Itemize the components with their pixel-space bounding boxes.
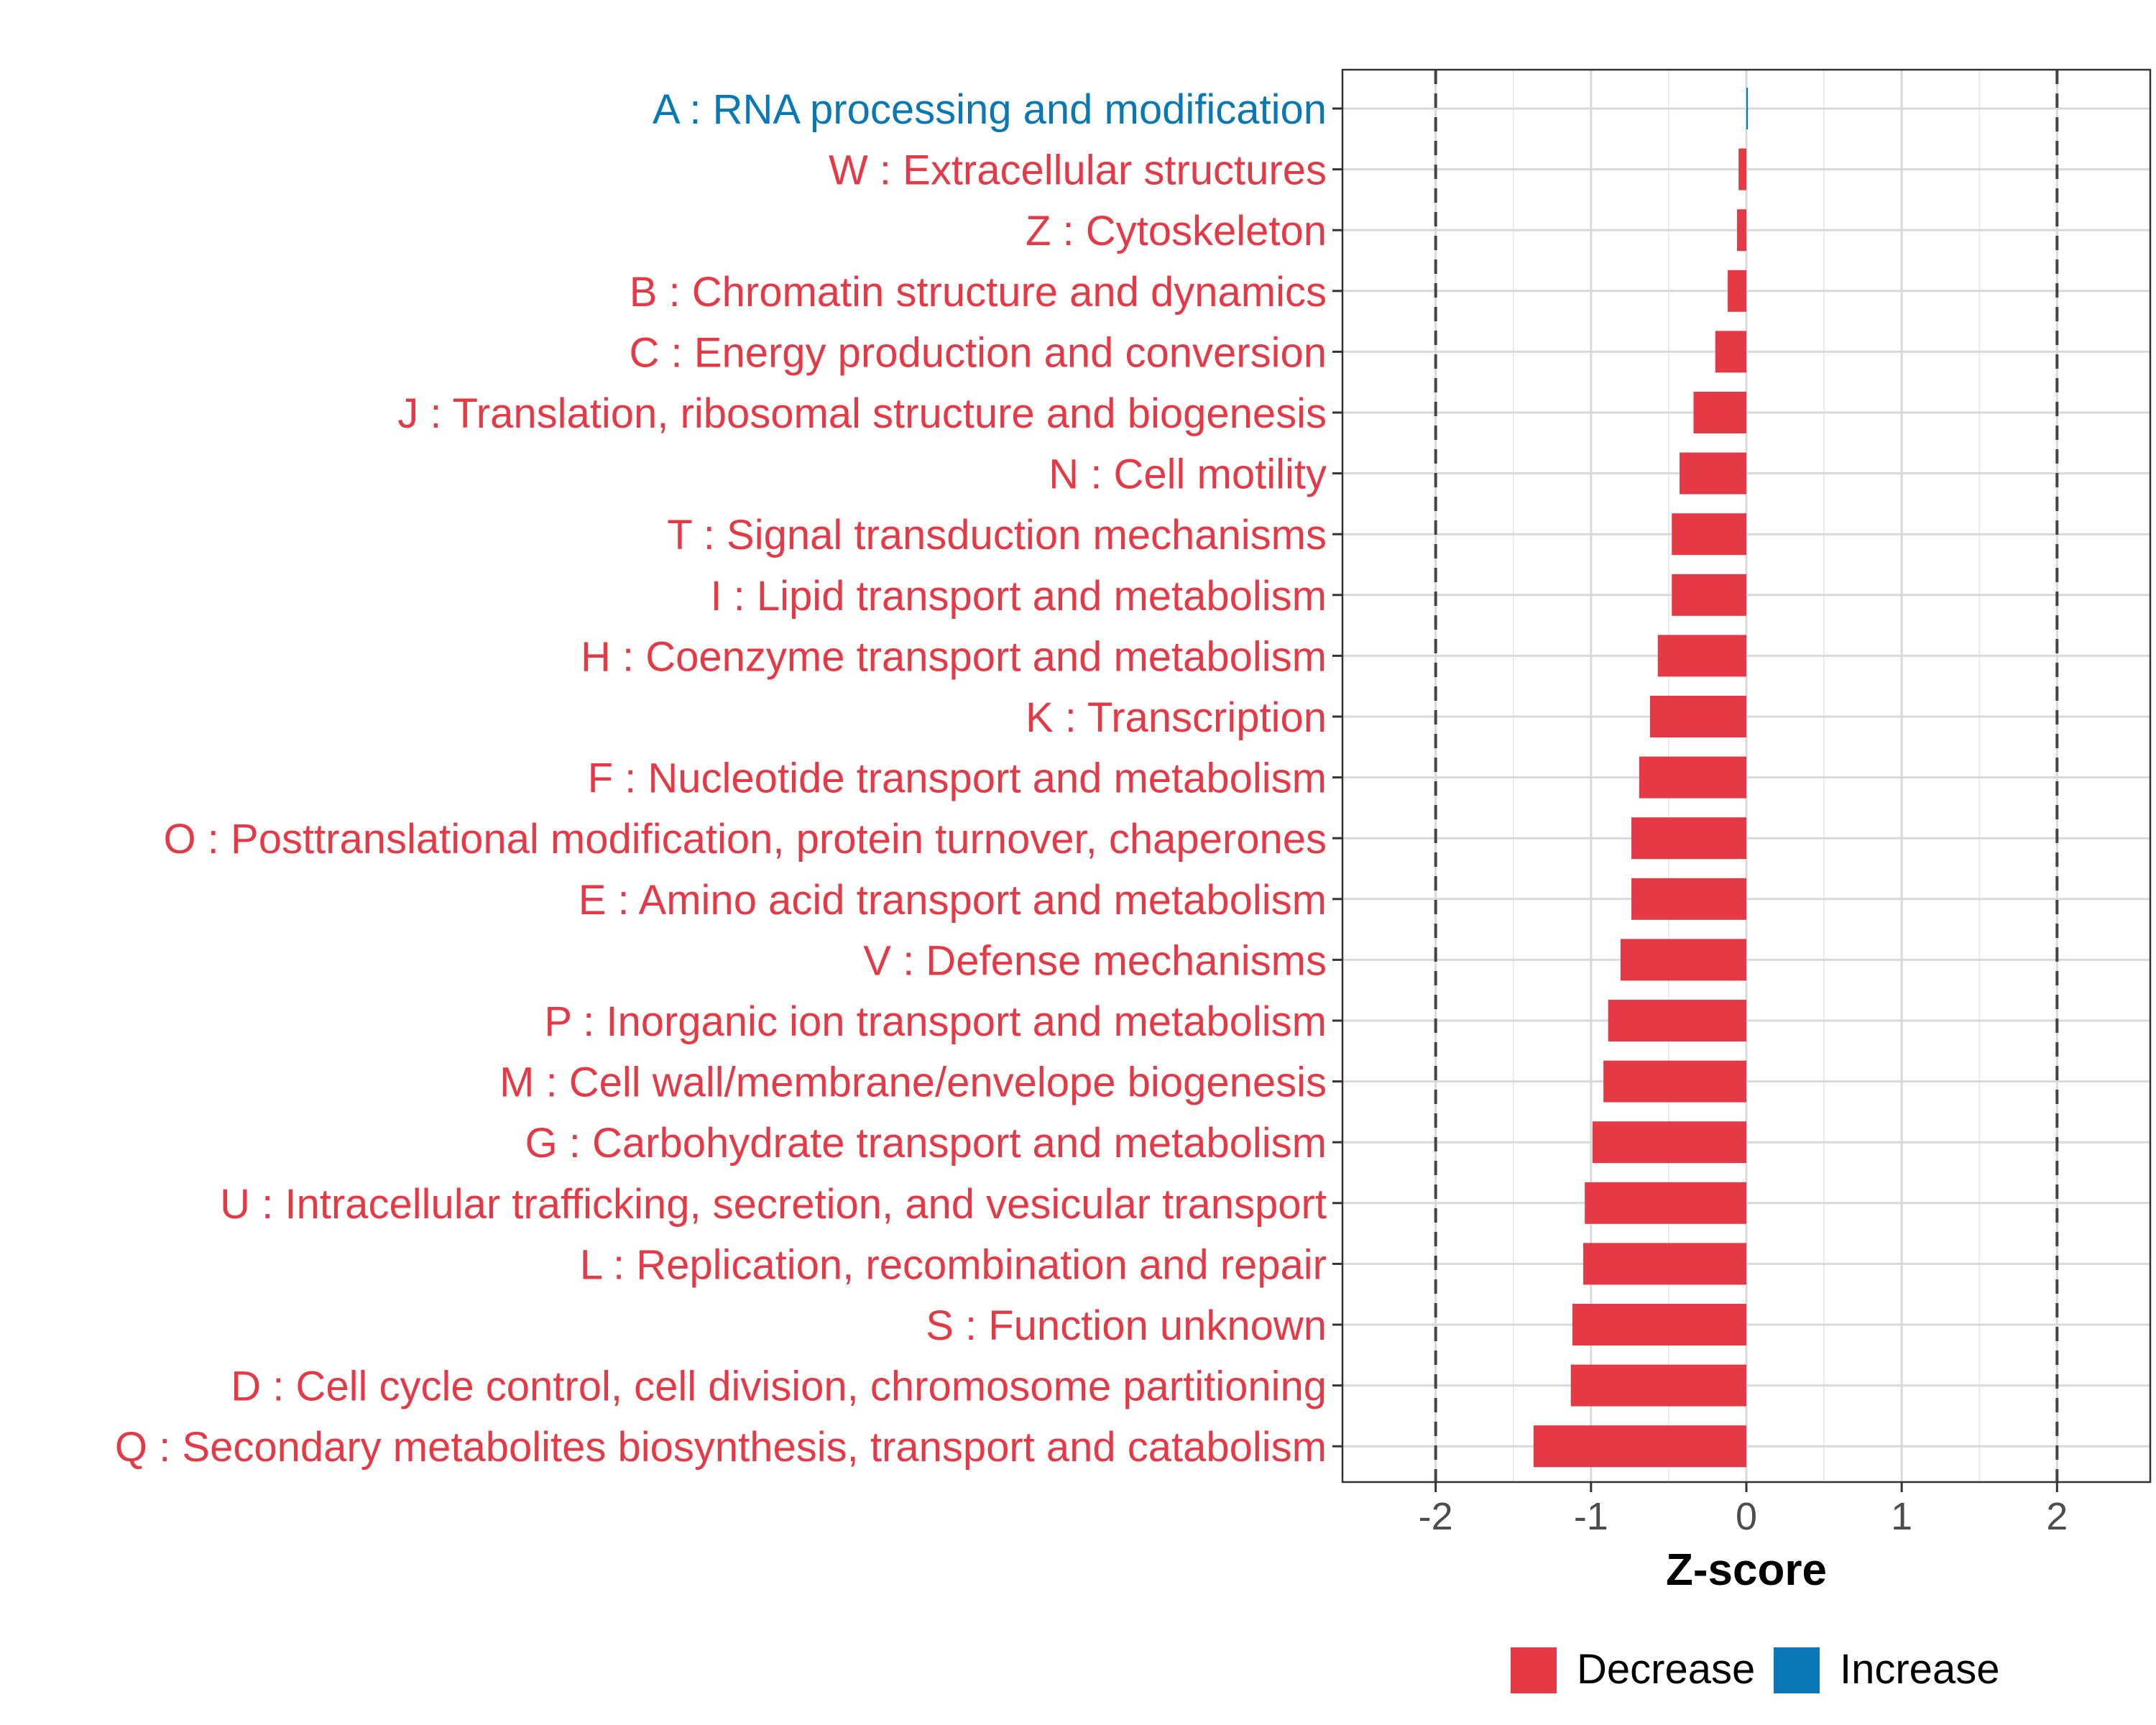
category-label-1: W : Extracellular structures: [829, 147, 1327, 194]
category-label-2: Z : Cytoskeleton: [1026, 208, 1327, 254]
bar-14: [1620, 939, 1746, 981]
legend-key-decrease: [1511, 1647, 1557, 1693]
bar-6: [1680, 452, 1746, 494]
category-label-19: L : Replication, recombination and repai…: [580, 1241, 1327, 1288]
bar-1: [1738, 148, 1746, 190]
bar-17: [1593, 1121, 1746, 1164]
legend-label-increase: Increase: [1840, 1646, 1999, 1693]
bar-20: [1572, 1304, 1746, 1346]
bar-2: [1737, 209, 1746, 252]
bar-12: [1631, 817, 1746, 860]
legend-key-increase: [1774, 1647, 1820, 1693]
category-label-0: A : RNA processing and modification: [653, 86, 1327, 133]
bar-3: [1728, 270, 1746, 312]
category-label-9: H : Coenzyme transport and metabolism: [581, 633, 1327, 680]
category-label-13: E : Amino acid transport and metabolism: [579, 877, 1327, 924]
bar-15: [1608, 1000, 1746, 1041]
category-label-18: U : Intracellular trafficking, secretion…: [220, 1181, 1327, 1228]
legend-label-decrease: Decrease: [1577, 1646, 1755, 1693]
category-label-20: S : Function unknown: [926, 1302, 1327, 1349]
category-label-6: N : Cell motility: [1049, 451, 1327, 498]
category-label-12: O : Posttranslational modification, prot…: [164, 816, 1327, 862]
bar-5: [1693, 392, 1746, 433]
bar-19: [1583, 1243, 1746, 1285]
category-label-11: F : Nucleotide transport and metabolism: [588, 755, 1327, 802]
category-label-15: P : Inorganic ion transport and metaboli…: [544, 998, 1327, 1045]
bar-8: [1672, 574, 1746, 616]
category-label-8: I : Lipid transport and metabolism: [710, 573, 1327, 620]
bar-10: [1649, 696, 1746, 737]
category-label-16: M : Cell wall/membrane/envelope biogenes…: [499, 1059, 1327, 1106]
x-tick-label-1: -1: [1574, 1495, 1608, 1538]
y-axis-ticks: A : RNA processing and modification W : E…: [115, 86, 1342, 1471]
bar-7: [1672, 513, 1746, 556]
category-label-22: Q : Secondary metabolites biosynthesis, …: [115, 1424, 1327, 1471]
bar-21: [1570, 1364, 1746, 1407]
x-tick-label-0: -2: [1419, 1495, 1453, 1538]
bar-22: [1533, 1425, 1746, 1468]
bar-4: [1715, 331, 1746, 373]
bar-0: [1746, 88, 1749, 129]
category-label-17: G : Carbohydrate transport and metabolis…: [525, 1120, 1327, 1167]
x-tick-label-3: 1: [1891, 1495, 1912, 1538]
legend: Decrease Increase: [1511, 1646, 1999, 1693]
bar-13: [1631, 878, 1746, 920]
x-axis-title: Z-score: [1666, 1545, 1827, 1595]
category-label-5: J : Translation, ribosomal structure and…: [397, 390, 1327, 437]
x-tick-label-2: 0: [1736, 1495, 1757, 1538]
bar-16: [1603, 1060, 1746, 1103]
bar-11: [1639, 756, 1746, 799]
category-label-7: T : Signal transduction mechanisms: [667, 512, 1327, 558]
bar-9: [1657, 635, 1746, 677]
x-axis-ticks: -2 -1 0 1 2: [1419, 1482, 2068, 1538]
category-label-21: D : Cell cycle control, cell division, c…: [231, 1363, 1327, 1410]
category-label-10: K : Transcription: [1026, 694, 1327, 741]
category-label-3: B : Chromatin structure and dynamics: [630, 269, 1327, 316]
category-label-14: V : Defense mechanisms: [863, 937, 1327, 984]
bar-layer: [1533, 88, 1749, 1468]
bar-18: [1585, 1182, 1746, 1224]
x-tick-label-4: 2: [2046, 1495, 2068, 1538]
category-label-4: C : Energy production and conversion: [630, 329, 1327, 376]
